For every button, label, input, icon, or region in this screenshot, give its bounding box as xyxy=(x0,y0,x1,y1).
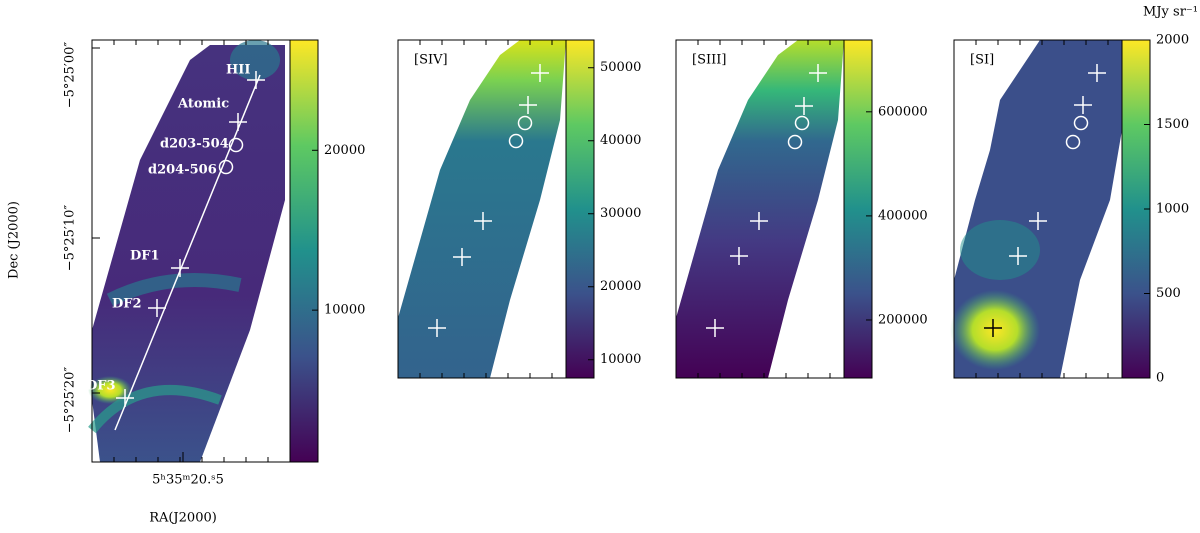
circle-marker xyxy=(1073,115,1089,131)
annotation: Atomic xyxy=(177,97,229,112)
colorbar-tick-label: 400000 xyxy=(878,208,928,223)
emission xyxy=(106,273,242,307)
cross-marker xyxy=(730,247,748,265)
cross-marker xyxy=(1029,212,1047,230)
colorbar-tick-label: 50000 xyxy=(600,60,641,75)
cross-marker xyxy=(1074,96,1092,114)
colorbar-tick-label: 10000 xyxy=(324,303,365,318)
colorbar xyxy=(565,39,595,379)
emission xyxy=(88,385,222,434)
y-tick-label: −5°25′00″ xyxy=(63,42,78,109)
cross-marker xyxy=(171,259,189,277)
y-tick-label: −5°25′20″ xyxy=(63,367,78,434)
colorbar-tick-label: 40000 xyxy=(600,133,641,148)
panel: H₂ S(1) 10000 20000 xyxy=(88,39,365,463)
colorbar-tick-label: 600000 xyxy=(878,104,928,119)
annotation: DF3 xyxy=(86,379,116,394)
cross-marker xyxy=(1088,64,1106,82)
cross-marker xyxy=(428,319,446,337)
panel: [SIII] 200000 400000 600000 xyxy=(675,39,928,379)
cross-marker xyxy=(116,389,134,407)
panel-label: [SIV] xyxy=(414,53,448,68)
panel-label: [SIII] xyxy=(692,53,726,68)
image-strip xyxy=(92,45,285,462)
cross-marker xyxy=(531,64,549,82)
colorbar-tick-label: 1500 xyxy=(1156,117,1189,132)
panel: [SI] 0 500 1000 1500 2000 xyxy=(950,33,1189,386)
image-strip xyxy=(398,40,566,378)
annotation: d203-504 xyxy=(160,137,229,152)
cross-marker xyxy=(795,97,813,115)
colorbar-tick-label: 500 xyxy=(1156,286,1181,301)
emission xyxy=(230,40,280,80)
colorbar-tick-label: 20000 xyxy=(324,143,365,158)
panel-label: [SI] xyxy=(970,53,994,68)
colorbar-tick-label: 30000 xyxy=(600,206,641,221)
cross-marker xyxy=(474,212,492,230)
colorbar-tick-label: 1000 xyxy=(1156,202,1189,217)
colorbar-unit: MJy sr⁻¹ xyxy=(1143,5,1198,20)
colorbar-tick-label: 10000 xyxy=(600,352,641,367)
cross-marker xyxy=(750,212,768,230)
cut-line xyxy=(114,74,261,431)
y-axis-label: Dec (J2000) xyxy=(7,201,22,279)
cross-marker xyxy=(984,319,1002,337)
circle-marker xyxy=(1065,134,1081,150)
annotation: d204-506 xyxy=(148,163,217,178)
circle-marker xyxy=(218,159,234,175)
colorbar-tick-label: 0 xyxy=(1156,371,1164,386)
cross-marker xyxy=(706,319,724,337)
cross-marker xyxy=(229,113,247,131)
circle-marker xyxy=(794,115,810,131)
colorbar xyxy=(843,39,873,379)
panel: [SIV] 10000 20000 30000 40000 50000 xyxy=(397,39,641,379)
cross-marker xyxy=(148,299,166,317)
circle-marker xyxy=(787,134,803,150)
colorbar xyxy=(289,39,319,463)
cross-marker xyxy=(809,64,827,82)
emission xyxy=(960,220,1040,280)
circle-marker xyxy=(517,115,533,131)
x-axis-label: RA(J2000) xyxy=(149,511,217,526)
colorbar-tick-label: 200000 xyxy=(878,312,928,327)
cross-marker xyxy=(247,71,265,89)
cross-marker xyxy=(453,248,471,266)
colorbar-tick-label: 20000 xyxy=(600,279,641,294)
emission xyxy=(950,290,1040,370)
y-tick-label: −5°25′10″ xyxy=(63,205,78,272)
image-strip xyxy=(676,40,844,378)
cross-marker xyxy=(519,96,537,114)
annotation: DF1 xyxy=(130,249,160,264)
colorbar-tick-label: 2000 xyxy=(1156,33,1189,48)
emission xyxy=(88,376,132,404)
annotation: HII xyxy=(226,63,250,78)
annotation: DF2 xyxy=(112,297,142,312)
cross-marker xyxy=(1009,247,1027,265)
x-tick-label: 5ʰ35ᵐ20.ˢ5 xyxy=(152,473,224,488)
circle-marker xyxy=(228,137,244,153)
circle-marker xyxy=(508,133,524,149)
panel-label: H₂ S(1) xyxy=(112,65,160,80)
